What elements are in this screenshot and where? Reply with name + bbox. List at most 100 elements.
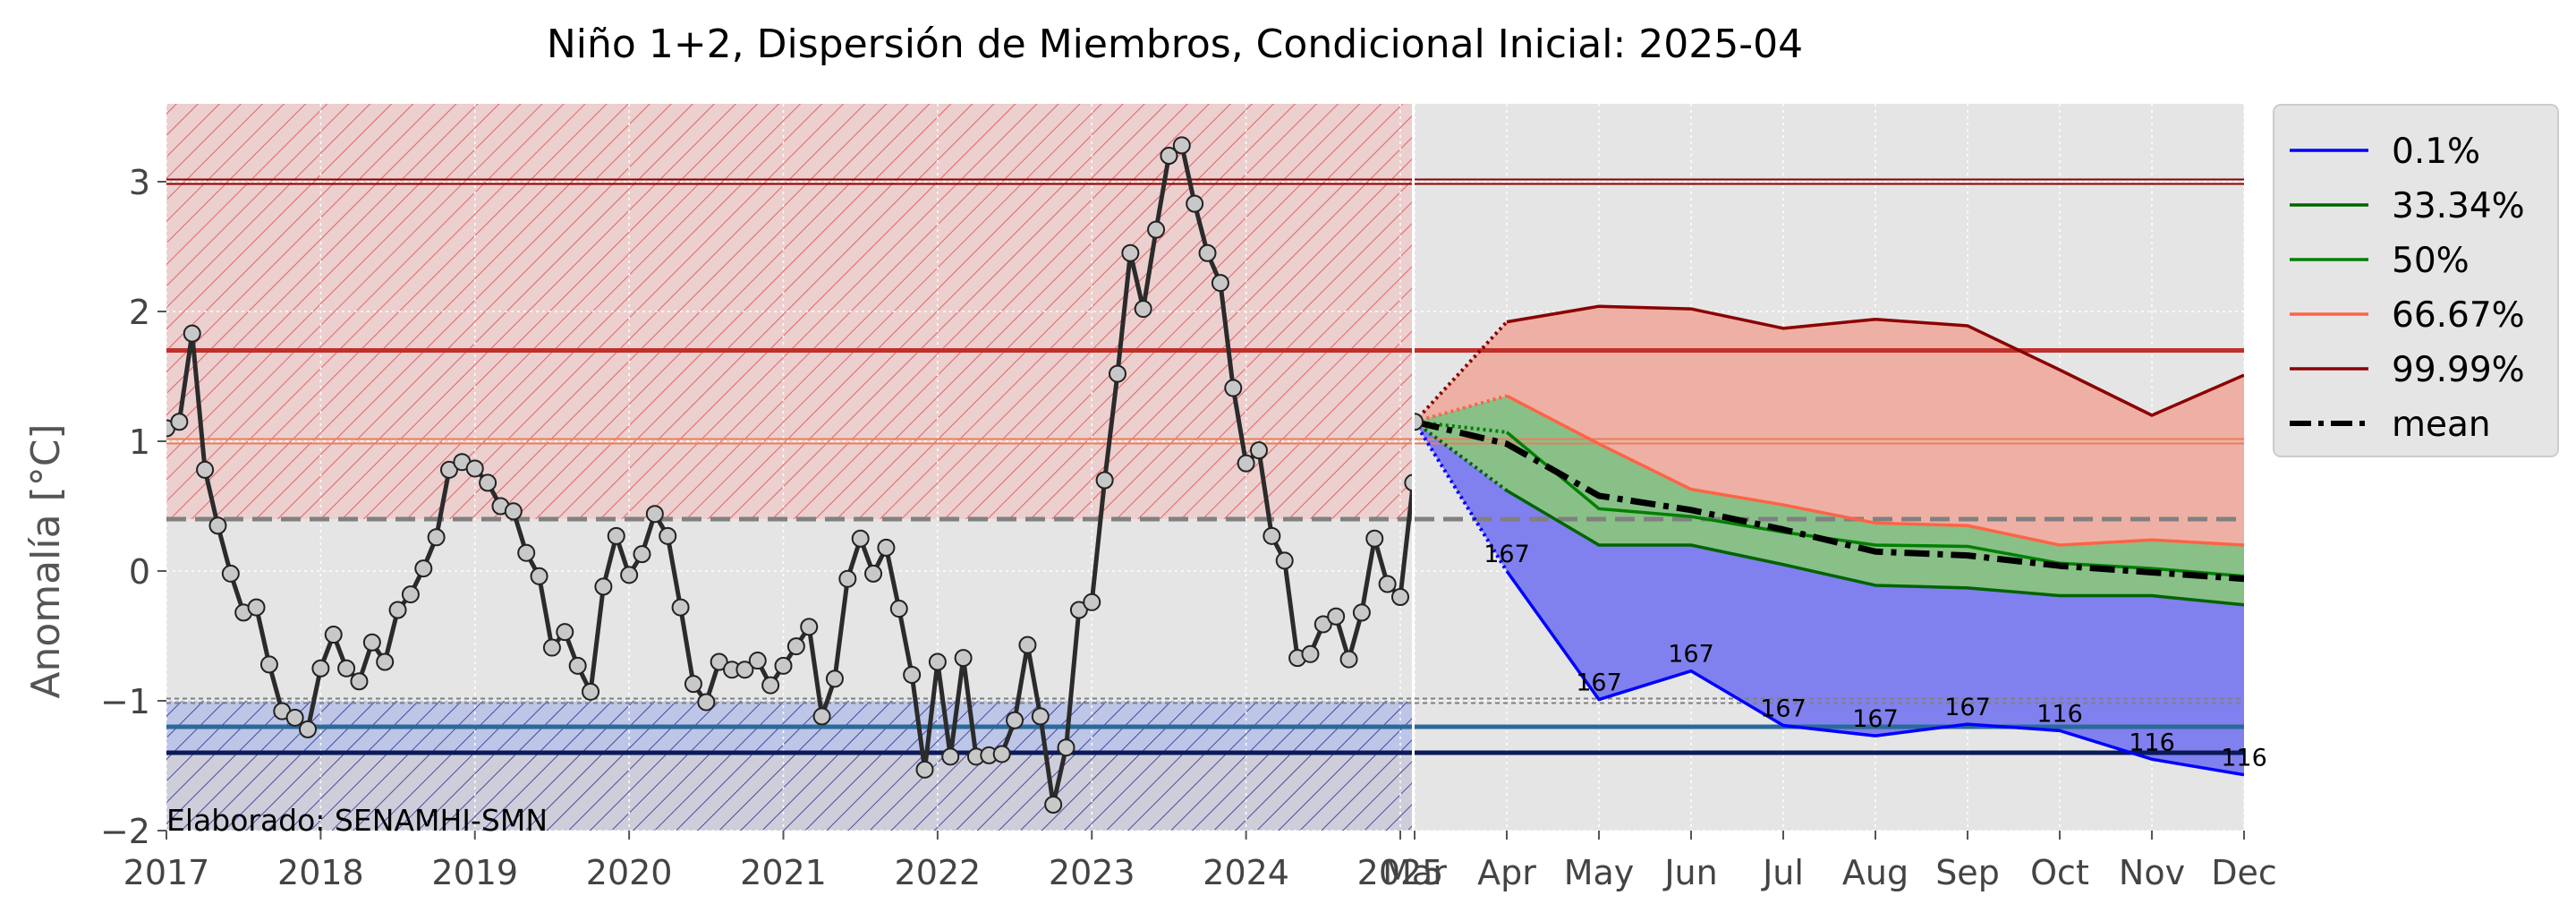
member-count-label: 167 (1668, 641, 1714, 669)
observed-point (530, 567, 548, 585)
legend-label-p9999: 99.99% (2392, 350, 2525, 390)
observed-point (889, 600, 908, 618)
observed-point (221, 564, 240, 583)
observed-point (1095, 471, 1114, 490)
member-count-label: 116 (2129, 729, 2175, 756)
observed-point (1069, 601, 1088, 619)
observed-point (954, 649, 973, 668)
observed-point (786, 637, 805, 656)
x-tick-label-year: 2025 (1357, 853, 1444, 892)
legend-label-p3334: 33.34% (2392, 186, 2525, 226)
legend-label-p50: 50% (2392, 241, 2470, 281)
observed-point (388, 601, 407, 619)
member-count-label: 167 (1760, 695, 1807, 723)
observed-point (504, 502, 523, 521)
x-tick-label-month: Oct (2030, 853, 2089, 892)
forecast-line-p3334 (1506, 489, 2244, 607)
observed-point (594, 577, 613, 596)
observed-point (620, 566, 639, 584)
observed-point (710, 652, 728, 671)
legend: 0.1% 33.34% 50% 66.67% 99.99% mean (2273, 104, 2559, 457)
forecast-start-point (1415, 413, 1424, 431)
observed-point (1365, 529, 1384, 548)
legend-label-p01: 0.1% (2392, 132, 2480, 172)
member-count-label: 116 (2036, 700, 2083, 728)
member-count-label: 167 (1484, 541, 1530, 568)
observed-point (1275, 551, 1294, 570)
observed-point (208, 516, 227, 535)
observed-point (1378, 575, 1397, 593)
chart-title: Niño 1+2, Dispersión de Miembros, Condic… (547, 21, 1803, 67)
observed-point (1314, 615, 1332, 634)
observed-point (1134, 300, 1152, 319)
y-tick-label: −2 (100, 812, 150, 851)
x-tick-label-year: 2024 (1203, 853, 1289, 892)
observed-point (633, 545, 651, 564)
observed-point (607, 526, 625, 545)
observed-point (1404, 473, 1412, 492)
x-tick-label-year: 2023 (1049, 853, 1135, 892)
observed-point (1211, 274, 1229, 293)
observed-point (479, 473, 497, 492)
member-count-label: 167 (1852, 705, 1899, 733)
cold-zone-hatch (166, 701, 1412, 831)
observed-point (299, 720, 318, 738)
member-count-label: 167 (1944, 694, 1991, 721)
x-tick-label-month: Nov (2119, 853, 2185, 892)
band-33.34-66.67 (1415, 396, 2244, 605)
observed-point (1186, 194, 1204, 213)
observed-point (1262, 526, 1281, 545)
observed-point (877, 538, 896, 557)
observed-point (196, 460, 215, 479)
member-count-label: 167 (1576, 669, 1622, 697)
x-tick-label-month: Sep (1935, 853, 2000, 892)
x-tick-label-month: Mar (1382, 853, 1447, 892)
x-tick-label-year: 2018 (277, 853, 364, 892)
observed-point (1006, 711, 1024, 729)
observed-point (1391, 588, 1409, 606)
x-tick-label-month: Aug (1842, 853, 1909, 892)
x-tick-label-month: Jul (1761, 853, 1804, 892)
observed-point (350, 672, 369, 691)
observed-point (311, 659, 330, 678)
observed-point (928, 652, 947, 671)
observed-point (259, 655, 278, 674)
forecast-line-p50-lead (1415, 420, 1508, 434)
x-tick-label-year: 2021 (740, 853, 827, 892)
observed-point (1237, 454, 1255, 473)
member-count-label: 116 (2221, 745, 2267, 772)
observed-point (568, 656, 587, 675)
forecast-line-p01-lead (1415, 421, 1509, 573)
observed-point (362, 633, 381, 652)
observed-point (1352, 603, 1371, 622)
y-axis: 3 2 1 0 −1 −2 (100, 163, 166, 851)
observed-point (684, 675, 702, 694)
observed-point (1224, 379, 1243, 397)
history-panel (166, 104, 1412, 831)
observed-point (170, 413, 189, 431)
x-tick-label-year: 2017 (123, 853, 210, 892)
observed-point (440, 460, 459, 479)
observed-point (864, 564, 883, 583)
observed-point (1121, 243, 1140, 262)
observed-point (941, 747, 960, 766)
observed-point (465, 459, 484, 478)
observed-point (582, 682, 600, 701)
observed-point (671, 598, 690, 617)
y-tick-label: 1 (129, 422, 150, 462)
band-0.1-33.34 (1415, 422, 2244, 775)
observed-point (1083, 593, 1101, 611)
y-tick-label: 2 (129, 293, 150, 332)
observed-point (761, 676, 780, 695)
observed-point (285, 708, 304, 727)
observed-point (903, 666, 922, 684)
x-tick-label-month: Jun (1662, 853, 1717, 892)
observed-point (1057, 738, 1075, 757)
forecast-panel: 167 167 167 167 167 167 116 116 116 (1415, 104, 2267, 831)
observed-point (1108, 364, 1126, 383)
observed-point (1198, 243, 1217, 262)
x-axis-forecast: Mar Apr May Jun Jul Aug Sep Oct Nov Dec (1382, 831, 2277, 892)
observed-point (542, 638, 561, 657)
cold-zone-deep-tint (166, 753, 1412, 831)
